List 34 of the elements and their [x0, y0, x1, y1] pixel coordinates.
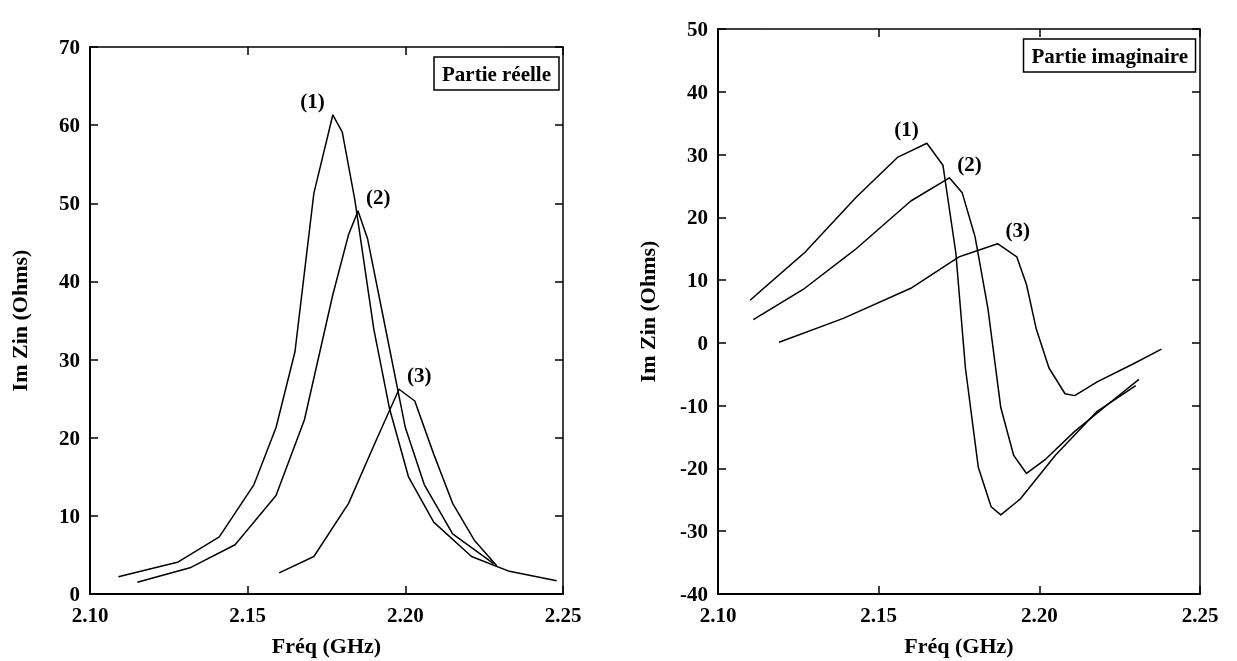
y-tick-label: 30 [59, 347, 80, 372]
x-tick-label: 2.25 [1181, 602, 1219, 627]
y-tick-label: 50 [687, 17, 708, 41]
y-tick-label: 40 [687, 79, 708, 104]
series-label: (3) [1005, 217, 1031, 242]
y-tick-label: -10 [680, 393, 708, 418]
x-tick-label: 2.20 [1020, 602, 1058, 627]
y-axis-title: Im Zin (Ohms) [634, 240, 660, 383]
series-label: (2) [957, 151, 982, 176]
y-tick-label: -30 [680, 519, 708, 544]
x-tick-label: 2.25 [544, 602, 582, 627]
x-tick-label: 2.20 [386, 602, 424, 627]
y-axis-title: Im Zin (Ohms) [6, 249, 32, 392]
series-label: (1) [300, 88, 325, 113]
y-tick-label: 50 [59, 191, 80, 216]
y-tick-label: 10 [59, 503, 80, 528]
y-tick-label: 60 [59, 113, 80, 138]
series-label: (1) [894, 117, 919, 142]
y-tick-label: 70 [59, 35, 80, 59]
series-label: (2) [366, 185, 391, 210]
text: Partie réelle [442, 61, 551, 86]
x-axis-title: Fréq (GHz) [271, 632, 382, 658]
y-tick-label: 10 [687, 268, 708, 293]
y-tick-label: 20 [59, 425, 80, 450]
x-axis-title: Fréq (GHz) [904, 632, 1014, 658]
y-tick-label: -20 [680, 456, 708, 481]
y-tick-label: 20 [687, 205, 708, 230]
series-label: (3) [407, 363, 432, 388]
text: Partie imaginaire [1031, 43, 1189, 68]
x-tick-label: 2.15 [860, 602, 898, 627]
y-tick-label: 0 [697, 330, 708, 355]
y-tick-label: 30 [687, 142, 708, 167]
y-tick-label: 40 [59, 269, 80, 294]
x-tick-label: 2.15 [229, 602, 267, 627]
